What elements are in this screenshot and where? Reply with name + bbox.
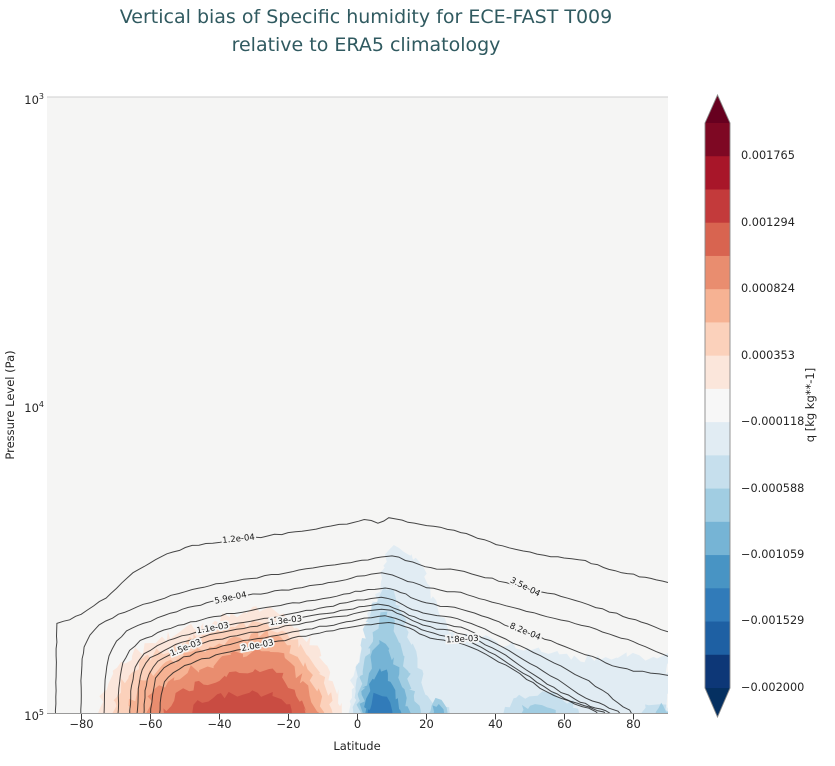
chart-title-line2: relative to ERA5 climatology [231, 34, 501, 56]
contour-line-1.2e-04 [54, 517, 668, 714]
x-tick-label: 40 [488, 717, 503, 731]
negative-bias-L1 [348, 545, 668, 714]
colorbar-segment [705, 455, 730, 489]
colorbar-segment [705, 222, 730, 257]
contour-line-8.2e-04 [117, 587, 668, 714]
colorbar-segment [705, 488, 730, 523]
colorbar-outline [704, 93, 731, 719]
colorbar-segment [705, 588, 730, 622]
colorbar [704, 93, 731, 719]
colorbar-under-arrow [705, 688, 730, 717]
colorbar-tick-label: −0.001529 [741, 614, 805, 628]
plot-background [47, 97, 668, 713]
colorbar-segment [705, 322, 730, 357]
colorbar-segment [705, 621, 730, 656]
negative-bias-L2-shelf [503, 691, 580, 714]
y-tick-label: 105 [24, 708, 44, 723]
x-tick-label: 80 [626, 717, 641, 731]
contour-line-5.9e-04 [103, 572, 668, 714]
contour-line-3.5e-04 [80, 555, 668, 714]
colorbar-segment [705, 255, 730, 290]
x-tick-label: −20 [276, 717, 301, 731]
x-tick-label: 60 [557, 717, 572, 731]
x-tick-label: 0 [353, 717, 362, 731]
x-axis-ticks [81, 714, 634, 720]
colorbar-tick-label: 0.001294 [741, 215, 795, 229]
y-tick-label: 104 [24, 400, 44, 415]
contour-line-2.0e-03 [159, 621, 599, 714]
colorbar-tick-label: 0.001765 [741, 149, 795, 163]
colorbar-segment [705, 156, 730, 190]
colorbar-segment [705, 289, 730, 323]
contour-line-1.1e-03 [129, 596, 633, 714]
colorbar-segment [705, 189, 730, 224]
chart-title-line1: Vertical bias of Specific humidity for E… [119, 6, 613, 28]
negative-bias-L3-shelf [521, 704, 556, 714]
contour-line-1.5e-03 [143, 608, 612, 714]
contour-line-1.8e-03 [150, 615, 607, 714]
contour-label-1.8e-03: 1.8e-03 [446, 634, 479, 646]
y-tick-label: 103 [24, 92, 44, 107]
colorbar-segment [705, 555, 730, 589]
colorbar-label: q [kg kg**-1] [803, 367, 817, 443]
contour-line-1.3e-03 [136, 603, 622, 714]
colorbar-tick-label: −0.000588 [741, 481, 805, 495]
colorbar-segment [705, 654, 730, 689]
negative-bias-core [367, 692, 393, 714]
negative-bias-L3-right [655, 702, 668, 714]
filled-contours [97, 545, 668, 714]
x-tick-label: −40 [207, 717, 232, 731]
colorbar-segment [705, 422, 730, 456]
x-tick-label: −60 [138, 717, 163, 731]
colorbar-tick-label: −0.000118 [741, 415, 805, 429]
colorbar-tick-label: −0.001059 [741, 548, 805, 562]
colorbar-segment [705, 521, 730, 556]
positive-bias-core [191, 690, 292, 714]
colorbar-over-arrow [705, 95, 730, 123]
x-axis-label: Latitude [333, 739, 381, 753]
colorbar-tick-label: −0.002000 [741, 681, 805, 694]
colorbar-tick-label: 0.000824 [741, 282, 795, 296]
colorbar-segment [705, 123, 730, 157]
negative-bias-L4-lobe [432, 704, 445, 714]
colorbar-segment [705, 355, 730, 390]
x-tick-label: 20 [419, 717, 434, 731]
contour-lines [54, 517, 668, 714]
colorbar-segment [705, 388, 730, 423]
x-tick-label: −80 [69, 717, 94, 731]
colorbar-tick-label: 0.000353 [741, 348, 795, 362]
